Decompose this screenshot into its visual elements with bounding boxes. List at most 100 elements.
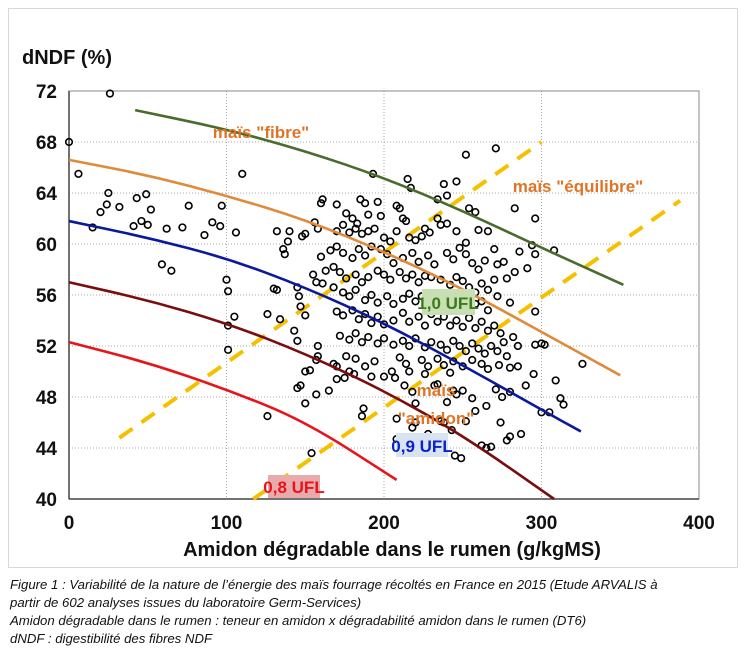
caption-line-4: dNDF : digestibilité des fibres NDF (10, 631, 213, 646)
data-point (335, 267, 345, 277)
data-point (345, 292, 354, 301)
data-point (354, 315, 363, 324)
data-point (279, 245, 288, 254)
data-point (316, 199, 326, 208)
ufl-curve (134, 108, 624, 286)
data-point (230, 312, 239, 321)
data-point (389, 340, 398, 349)
data-point (351, 354, 360, 363)
data-point (414, 278, 423, 287)
boundary-dashed-line (252, 199, 682, 501)
data-point (491, 144, 500, 153)
data-point (301, 311, 310, 320)
data-point (477, 279, 486, 288)
data-point (316, 252, 326, 261)
data-point (335, 331, 345, 340)
data-point (370, 224, 379, 233)
x-tick-label: 0 (64, 513, 75, 534)
data-point (425, 228, 434, 237)
data-point (420, 369, 430, 379)
data-point (305, 366, 315, 375)
data-point (452, 316, 461, 325)
data-point (480, 349, 489, 358)
data-point (408, 270, 417, 279)
data-point (223, 287, 233, 296)
data-point (329, 262, 338, 272)
data-point (272, 227, 282, 236)
data-point (294, 292, 304, 301)
data-point (338, 248, 348, 258)
data-point (96, 208, 105, 217)
data-point (483, 326, 493, 335)
data-point (318, 279, 327, 288)
data-point (405, 289, 414, 298)
x-tick-label: 300 (526, 513, 558, 534)
data-point (433, 354, 442, 363)
data-point (516, 429, 526, 439)
data-point (392, 227, 401, 236)
data-point (340, 373, 349, 382)
data-point (442, 248, 452, 258)
data-point (424, 251, 433, 260)
data-point (390, 373, 400, 382)
data-point (309, 270, 318, 279)
data-point (367, 318, 376, 328)
data-point (342, 209, 351, 218)
data-point (461, 417, 471, 426)
data-point (474, 225, 483, 235)
y-tick-label: 52 (36, 337, 57, 358)
data-point (272, 285, 282, 295)
data-point (383, 292, 392, 301)
data-point (222, 275, 231, 284)
data-point (307, 449, 316, 458)
data-point (364, 332, 373, 342)
data-point (361, 296, 370, 305)
data-point (401, 274, 411, 283)
data-point (411, 297, 420, 306)
data-point (283, 237, 293, 246)
y-tick-label: 44 (36, 439, 58, 460)
data-point (496, 418, 505, 427)
label-0-8-ufl: 0,8 UFL (263, 478, 324, 497)
data-point (458, 386, 467, 395)
y-axis-title: dNDF (%) (22, 47, 112, 69)
ufl-curve (68, 340, 398, 481)
x-tick-label: 400 (683, 513, 715, 534)
data-point (361, 251, 370, 260)
data-point (483, 364, 493, 374)
data-point (411, 418, 420, 427)
data-point (342, 274, 351, 283)
data-point (104, 188, 113, 198)
data-point (280, 250, 289, 259)
data-point (296, 302, 305, 311)
data-point (452, 390, 461, 399)
data-point (351, 224, 360, 233)
y-tick-label: 40 (36, 490, 57, 511)
data-point (474, 265, 483, 274)
ufl-curve (68, 219, 582, 433)
data-point (452, 273, 461, 282)
data-point (513, 362, 522, 371)
data-point (458, 322, 467, 331)
data-point (389, 259, 398, 268)
data-point (143, 220, 152, 229)
data-point (395, 353, 404, 362)
data-point (338, 288, 348, 297)
data-point (477, 317, 486, 326)
data-point (354, 245, 363, 254)
data-point (386, 237, 395, 246)
data-point (401, 359, 411, 368)
data-point (379, 334, 389, 343)
data-point (430, 260, 439, 269)
y-tick-label: 48 (36, 388, 57, 409)
data-point (505, 363, 515, 372)
data-point (523, 264, 532, 273)
data-point (167, 266, 176, 275)
data-point (332, 242, 341, 251)
data-point (400, 381, 409, 390)
data-point (471, 208, 480, 217)
data-point (296, 381, 305, 390)
data-point (142, 190, 151, 199)
ufl-0-9-badge (396, 433, 448, 457)
data-point (411, 236, 420, 245)
